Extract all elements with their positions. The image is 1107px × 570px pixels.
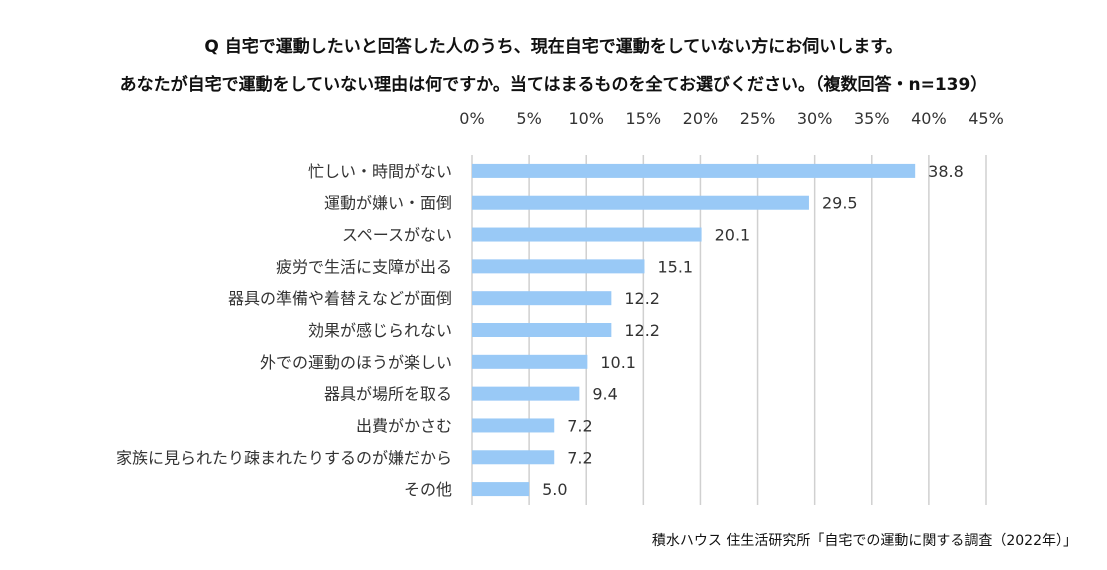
data-label: 10.1 bbox=[600, 353, 636, 372]
bar bbox=[472, 418, 555, 433]
bar bbox=[472, 227, 702, 242]
category-label: 運動が嫌い・面倒 bbox=[324, 194, 452, 213]
data-label: 5.0 bbox=[542, 480, 567, 499]
bar bbox=[472, 195, 809, 210]
x-tick-label: 15% bbox=[626, 109, 662, 128]
bar bbox=[472, 354, 588, 369]
source-note: 積水ハウス 住生活研究所「自宅での運動に関する調査（2022年）」 bbox=[651, 533, 1077, 549]
category-label: 器具の準備や着替えなどが面倒 bbox=[228, 289, 452, 308]
category-label: 効果が感じられない bbox=[308, 321, 452, 340]
x-tick-label: 30% bbox=[797, 109, 833, 128]
x-tick-label: 25% bbox=[740, 109, 776, 128]
bar bbox=[472, 323, 612, 337]
data-label: 12.2 bbox=[624, 321, 660, 340]
x-tick-label: 5% bbox=[516, 109, 541, 128]
x-tick-label: 45% bbox=[968, 109, 1004, 128]
data-label: 7.2 bbox=[567, 448, 592, 467]
data-label: 29.5 bbox=[822, 194, 858, 213]
bar bbox=[472, 386, 580, 401]
question-line-1: Q 自宅で運動したいと回答した人のうち、現在自宅で運動をしていない方にお伺いしま… bbox=[204, 37, 903, 57]
data-label: 38.8 bbox=[928, 162, 964, 181]
data-label: 20.1 bbox=[715, 226, 751, 245]
category-label: 疲労で生活に支障が出る bbox=[276, 257, 452, 276]
category-label: 器具が場所を取る bbox=[324, 385, 452, 404]
bar bbox=[472, 450, 555, 465]
data-label: 7.2 bbox=[567, 416, 592, 435]
x-tick-label: 35% bbox=[854, 109, 890, 128]
category-label: 出費がかさむ bbox=[356, 416, 452, 435]
data-label: 12.2 bbox=[624, 289, 660, 308]
category-label: 忙しい・時間がない bbox=[308, 162, 452, 181]
bar bbox=[472, 163, 916, 178]
data-label: 9.4 bbox=[592, 385, 617, 404]
category-label: 家族に見られたり疎まれたりするのが嫌だから bbox=[116, 448, 452, 467]
x-tick-label: 20% bbox=[683, 109, 719, 128]
bar bbox=[472, 291, 612, 306]
x-tick-label: 0% bbox=[459, 109, 484, 128]
category-label: スペースがない bbox=[342, 226, 452, 245]
bar bbox=[472, 259, 645, 274]
question-line-2: あなたが自宅で運動をしていない理由は何ですか。当てはまるものを全てお選びください… bbox=[119, 75, 988, 95]
x-tick-label: 10% bbox=[568, 109, 604, 128]
x-tick-label: 40% bbox=[911, 109, 947, 128]
category-label: 外での運動のほうが楽しい bbox=[260, 353, 452, 372]
bar bbox=[472, 482, 530, 497]
data-label: 15.1 bbox=[657, 257, 693, 276]
category-label: その他 bbox=[404, 480, 452, 499]
